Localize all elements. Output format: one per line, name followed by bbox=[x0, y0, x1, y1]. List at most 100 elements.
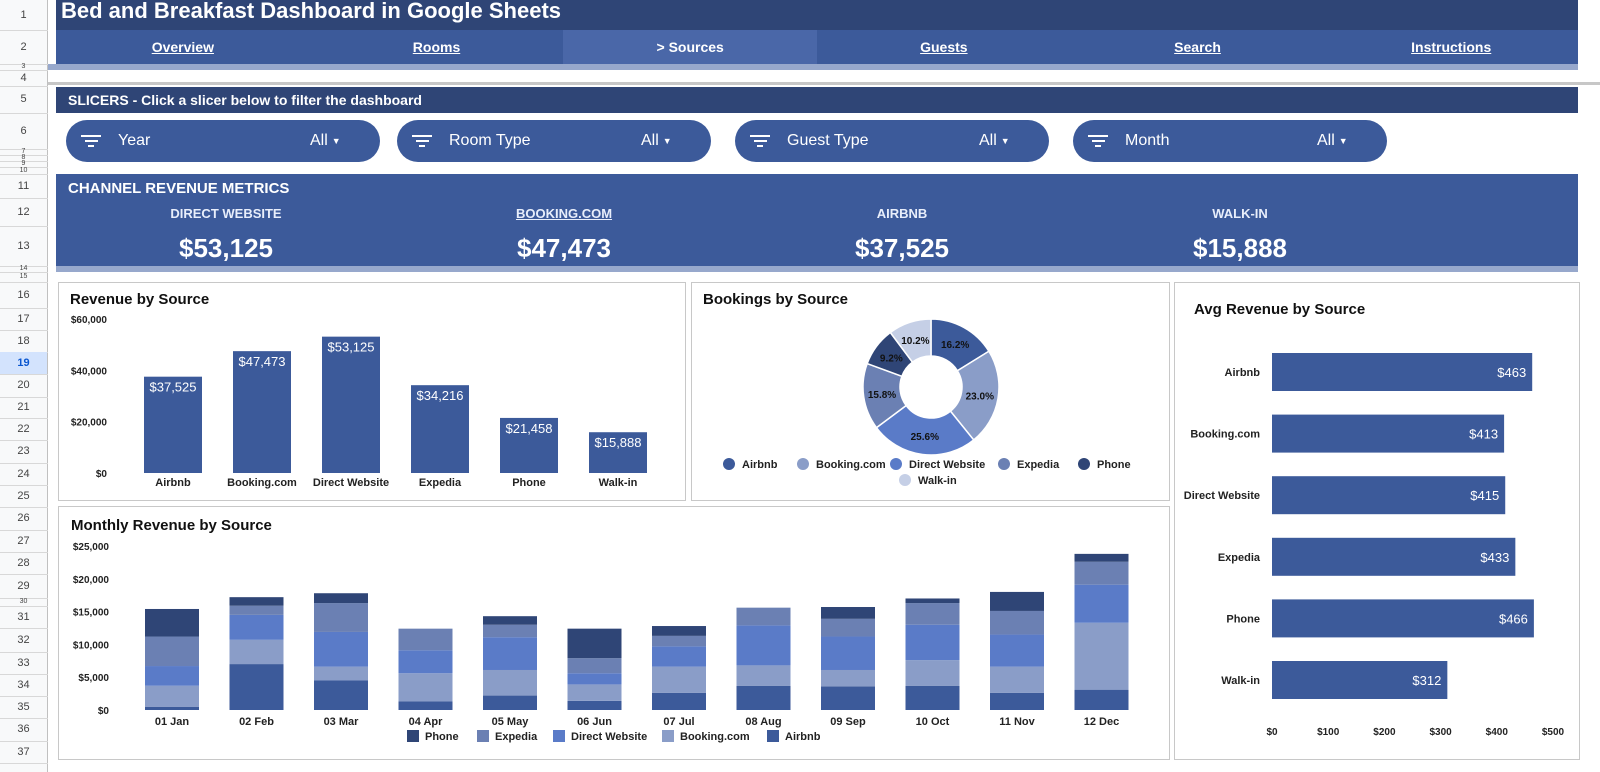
row-number[interactable]: 19 bbox=[0, 352, 47, 374]
row-number[interactable]: 30 bbox=[19, 598, 28, 605]
y-tick-label: $0 bbox=[98, 706, 110, 717]
row-number[interactable]: 14 bbox=[19, 265, 28, 272]
revenue-by-source-chart[interactable]: Revenue by Source $0 $20,000 $40,000 $60,00… bbox=[58, 282, 686, 501]
row-number[interactable]: 29 bbox=[17, 580, 30, 592]
row-number[interactable]: 10 bbox=[19, 167, 28, 174]
row-number[interactable]: 12 bbox=[17, 206, 30, 218]
row-divider bbox=[0, 397, 48, 398]
row-number[interactable]: 2 bbox=[20, 41, 27, 53]
row-number[interactable]: 23 bbox=[17, 445, 30, 457]
legend-swatch bbox=[797, 458, 809, 470]
nav-bar: Overview Rooms > Sources Guests Search I… bbox=[56, 30, 1578, 64]
slicer-month[interactable]: Month All ▼ bbox=[1073, 120, 1387, 162]
y-tick-label: Walk-in bbox=[1221, 675, 1260, 687]
row-number[interactable]: 27 bbox=[17, 535, 30, 547]
slice-data-label: 10.2% bbox=[901, 336, 929, 347]
row-number[interactable]: 5 bbox=[20, 93, 27, 105]
row-number[interactable]: 18 bbox=[17, 335, 30, 347]
metric-label-link[interactable]: BOOKING.COM bbox=[515, 206, 613, 221]
nav-instructions-link[interactable]: Instructions bbox=[1411, 39, 1492, 55]
row-number[interactable]: 21 bbox=[17, 401, 30, 413]
avg-revenue-by-source-svg: $463 Airbnb $413 Booking.com $415 Direct Webs… bbox=[1184, 353, 1565, 738]
caret-down-icon: ▼ bbox=[331, 136, 341, 146]
row-number[interactable]: 11 bbox=[17, 180, 30, 192]
stack-segment-expedia bbox=[314, 603, 368, 632]
x-tick-label: Expedia bbox=[419, 477, 462, 489]
row-number[interactable]: 25 bbox=[17, 490, 30, 502]
slicer-guest-type[interactable]: Guest Type All ▼ bbox=[735, 120, 1049, 162]
donut-slice-walk-in bbox=[889, 318, 932, 364]
row-number[interactable]: 32 bbox=[17, 634, 30, 646]
row-number[interactable]: 17 bbox=[17, 313, 30, 325]
row-number[interactable]: 3 bbox=[21, 63, 26, 70]
row-number[interactable]: 26 bbox=[17, 512, 30, 524]
slicers-heading: SLICERS - Click a slicer below to filter… bbox=[56, 87, 1578, 113]
row-divider bbox=[0, 308, 48, 309]
row-number[interactable]: 1 bbox=[20, 9, 27, 21]
stack-segment-phone bbox=[821, 607, 875, 619]
metric-booking-com: BOOKING.COM $47,473 bbox=[414, 206, 714, 264]
legend-swatch bbox=[899, 474, 911, 486]
row-number[interactable]: 8 bbox=[21, 154, 26, 161]
slicer-year[interactable]: Year All ▼ bbox=[66, 120, 380, 162]
legend-swatch bbox=[407, 730, 419, 742]
row-number[interactable]: 22 bbox=[17, 423, 30, 435]
stack-segment-booking-com bbox=[736, 665, 791, 686]
row-divider bbox=[0, 507, 48, 508]
stack-segment-direct-website bbox=[398, 650, 453, 674]
row-number[interactable]: 9 bbox=[21, 160, 26, 167]
row-divider bbox=[0, 167, 48, 168]
row-number[interactable]: 4 bbox=[20, 72, 27, 84]
frozen-rows-divider[interactable] bbox=[48, 82, 1600, 85]
row-number[interactable]: 31 bbox=[17, 611, 30, 623]
avg-revenue-by-source-chart[interactable]: Avg Revenue by Source $463 Airbnb $413 Book… bbox=[1174, 282, 1580, 760]
dashboard-title-text: Bed and Breakfast Dashboard in Google Sh… bbox=[61, 0, 562, 23]
y-tick-label: $40,000 bbox=[71, 366, 108, 377]
y-tick-label: Expedia bbox=[1218, 552, 1261, 564]
row-number[interactable]: 16 bbox=[17, 289, 30, 301]
nav-overview-link[interactable]: Overview bbox=[151, 39, 214, 55]
legend-label: Direct Website bbox=[909, 459, 985, 471]
row-number[interactable]: 28 bbox=[17, 557, 30, 569]
revenue-by-source-svg: $0 $20,000 $40,000 $60,000 $37,525 Airbnb $47,… bbox=[71, 315, 647, 489]
bar-data-label: $413 bbox=[1469, 427, 1498, 442]
row-number[interactable]: 6 bbox=[20, 125, 27, 137]
y-tick-label: $15,000 bbox=[73, 608, 110, 619]
metrics-heading: CHANNEL REVENUE METRICS bbox=[68, 180, 290, 197]
legend-swatch bbox=[1078, 458, 1090, 470]
row-number[interactable]: 37 bbox=[17, 746, 30, 758]
row-divider bbox=[0, 463, 48, 464]
stack-segment-airbnb bbox=[821, 686, 875, 710]
bar-expedia bbox=[411, 385, 469, 473]
row-number[interactable]: 33 bbox=[17, 657, 30, 669]
row-header-gutter[interactable]: 1 2 3 4 5 6 7 8 9 10 11 12 13 14 15 16 17 18 19 20 21 22 23 24 2… bbox=[0, 0, 48, 772]
row-number[interactable]: 13 bbox=[17, 240, 30, 252]
slicer-room-type[interactable]: Room Type All ▼ bbox=[397, 120, 711, 162]
row-number[interactable]: 15 bbox=[19, 273, 28, 280]
nav-guests-link[interactable]: Guests bbox=[920, 39, 968, 55]
hbar-phone bbox=[1272, 599, 1534, 638]
legend-swatch bbox=[662, 730, 674, 742]
stack-segment-phone bbox=[483, 616, 537, 625]
row-number[interactable]: 36 bbox=[17, 723, 30, 735]
row-number[interactable]: 34 bbox=[17, 679, 30, 691]
x-tick-label: $200 bbox=[1373, 727, 1396, 738]
nav-sources-link[interactable]: > Sources bbox=[563, 30, 818, 64]
x-tick-label: $100 bbox=[1317, 727, 1340, 738]
slicer-room-type-label: Room Type bbox=[449, 132, 531, 149]
slice-data-label: 25.6% bbox=[911, 432, 939, 443]
row-number[interactable]: 24 bbox=[17, 468, 30, 480]
row-number[interactable]: 20 bbox=[17, 379, 30, 391]
row-divider bbox=[0, 174, 48, 175]
nav-rooms-link[interactable]: Rooms bbox=[412, 39, 461, 55]
stack-segment-airbnb bbox=[736, 685, 791, 710]
nav-search-link[interactable]: Search bbox=[1174, 39, 1221, 55]
row-divider bbox=[0, 696, 48, 697]
caret-down-icon: ▼ bbox=[1000, 136, 1010, 146]
bookings-by-source-chart[interactable]: Bookings by Source 16.2% 23.0% 25.6% 15.8% 9… bbox=[691, 282, 1170, 501]
row-number[interactable]: 35 bbox=[17, 701, 30, 713]
monthly-revenue-by-source-chart[interactable]: Monthly Revenue by Source $0 $5,000 $10,00… bbox=[58, 506, 1170, 760]
slicer-year-value: All bbox=[310, 132, 328, 149]
row-number[interactable]: 7 bbox=[21, 148, 26, 155]
x-tick-label: 04 Apr bbox=[409, 716, 444, 728]
